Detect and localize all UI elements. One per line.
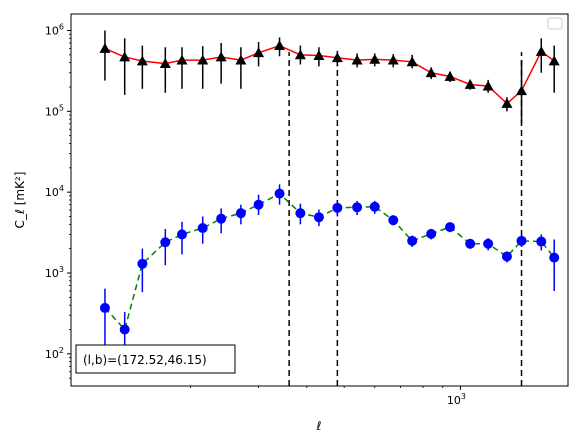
series-1-triangle-point <box>99 42 111 53</box>
series-1-triangle-point <box>331 52 343 63</box>
series-1-triangle-point <box>548 55 560 66</box>
series-2-circle-point <box>483 238 494 249</box>
series-1-triangle-point <box>406 56 418 67</box>
series-2-circle-point <box>426 228 437 239</box>
series-2-circle-point <box>352 202 363 213</box>
legend-box <box>547 17 563 30</box>
x-axis-label: ℓ <box>316 419 322 433</box>
series-2-circle-point <box>332 202 343 213</box>
series-1-triangle-point <box>136 55 148 66</box>
series-1-triangle-point <box>294 49 306 60</box>
series-2-circle-point <box>516 235 527 246</box>
series-1-triangle-point <box>274 40 286 51</box>
series-2-circle-point <box>407 235 418 246</box>
series-1-triangle-point <box>197 54 209 65</box>
series-2-circle-point <box>501 251 512 262</box>
series-1-triangle-point <box>235 54 247 65</box>
series-2-circle-point <box>99 302 110 313</box>
series-2-circle-point <box>197 223 208 234</box>
series-1-triangle-point <box>215 51 227 62</box>
series-1-triangle-point <box>176 54 188 65</box>
series-1-triangle-point <box>387 54 399 65</box>
series-1-triangle-point <box>351 54 363 65</box>
series-2-circle-point <box>388 215 399 226</box>
annotation-box: (l,b)=(172.52,46.15) <box>75 344 236 374</box>
series-1-triangle-point <box>501 97 513 108</box>
series-2-circle-point <box>216 213 227 224</box>
series-2-circle-point <box>137 258 148 269</box>
series-1-triangle-point <box>313 50 325 60</box>
series-2-circle-point <box>445 222 456 233</box>
series-1-triangle-point <box>425 67 437 78</box>
series-2-circle-point <box>536 236 547 247</box>
series-2-circle-point <box>313 212 324 223</box>
series-1-triangle-point <box>253 47 265 58</box>
series-2-circle-point <box>176 229 187 240</box>
series-1-triangle-point <box>119 51 131 62</box>
y-axis-label: C_ℓ [mK²] <box>13 172 27 229</box>
plot-area <box>99 30 560 386</box>
series-2-circle-point <box>160 237 171 248</box>
series-1-triangle-point <box>482 80 494 91</box>
series-1-triangle-point <box>535 45 547 56</box>
series-1-triangle-point <box>444 70 456 81</box>
annotation-frame <box>75 344 236 374</box>
series-1-triangle-point <box>516 85 528 96</box>
series-2-circle-point <box>295 208 306 219</box>
series-1-triangle-point <box>369 53 381 64</box>
series-2-circle-point <box>253 199 264 210</box>
series-2-circle-point <box>369 201 380 212</box>
series-2-circle-point <box>549 252 560 263</box>
series-1-triangle-point <box>464 78 476 89</box>
series-2-circle-point <box>235 208 246 219</box>
series-2-circle-point <box>465 238 476 249</box>
series-2-circle-point <box>119 324 130 335</box>
series-1-triangle-point <box>159 58 171 68</box>
annotation-text: (l,b)=(172.52,46.15) <box>83 353 207 367</box>
series-2-circle-point <box>274 188 285 199</box>
